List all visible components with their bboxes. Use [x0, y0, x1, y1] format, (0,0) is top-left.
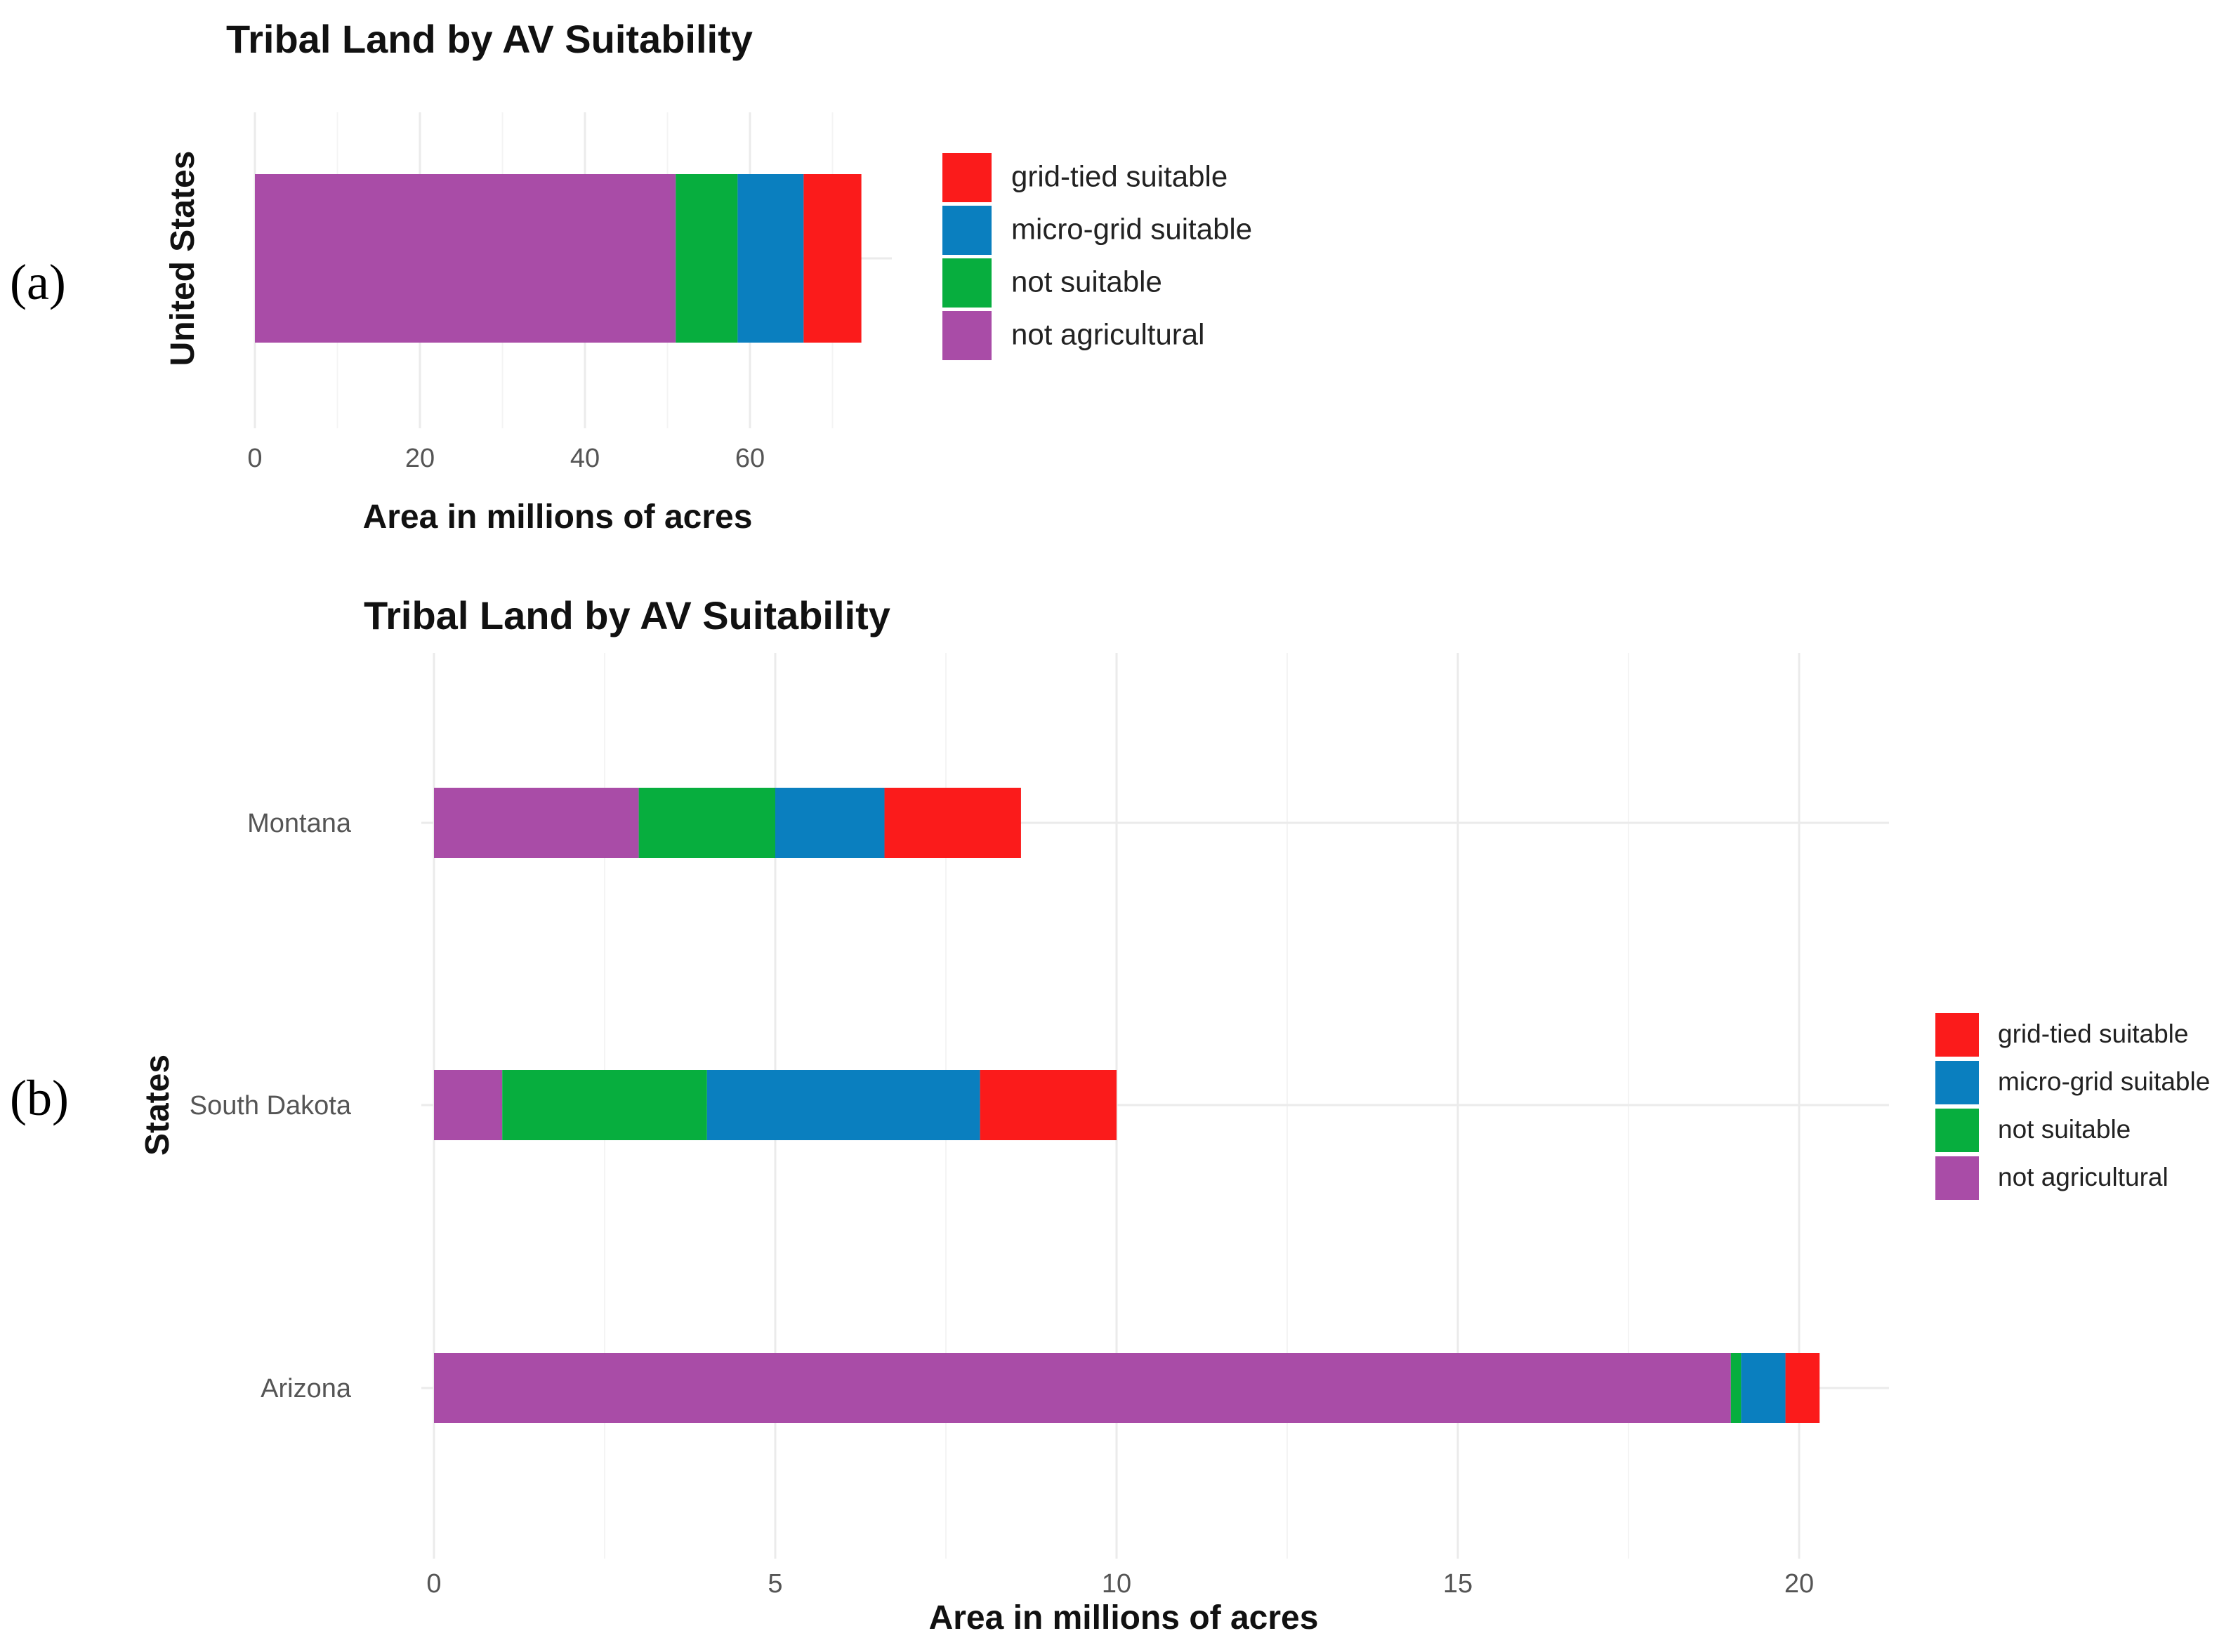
chart-a-bars: [255, 174, 862, 343]
chart-a-legend-swatch-not-agricultural: [942, 311, 992, 360]
chart-b: 0 5 10 15 20 Montana South Dakota Arizona Trib…: [139, 593, 2210, 1637]
chart-b-bar-south-dakota-grid-tied-suitable: [980, 1070, 1117, 1140]
chart-b-x-tick-label: 5: [768, 1569, 782, 1599]
chart-a-x-tick-label: 20: [405, 444, 435, 473]
chart-b-y-tick-label-south-dakota: South Dakota: [190, 1091, 352, 1121]
chart-b-y-tick-label-montana: Montana: [247, 809, 352, 838]
chart-a-legend-label-not-suitable: not suitable: [1011, 265, 1162, 298]
chart-b-bar-arizona-grid-tied-suitable: [1785, 1353, 1820, 1423]
chart-b-legend-swatch-not-agricultural: [1935, 1156, 1979, 1200]
chart-a-legend-swatch-not-suitable: [942, 258, 992, 308]
chart-b-bars: [434, 788, 1820, 1423]
chart-b-x-tick-label: 0: [426, 1569, 441, 1599]
chart-a-legend-swatch-micro-grid-suitable: [942, 206, 992, 255]
chart-b-bar-arizona-micro-grid-suitable: [1741, 1353, 1786, 1423]
chart-b-bar-south-dakota-micro-grid-suitable: [706, 1070, 980, 1140]
chart-a: 0 20 40 60 Tribal Land by AV Suitability Ar…: [164, 17, 1252, 536]
chart-b-y-axis-title: States: [139, 1055, 176, 1156]
chart-b-x-tick-label: 10: [1102, 1569, 1131, 1599]
chart-b-title: Tribal Land by AV Suitability: [364, 593, 890, 637]
chart-b-x-tick-label: 15: [1443, 1569, 1473, 1599]
chart-b-x-tick-label: 20: [1784, 1569, 1814, 1599]
chart-a-x-axis-title: Area in millions of acres: [363, 498, 753, 536]
chart-b-x-ticks: 0 5 10 15 20: [426, 1569, 1814, 1599]
chart-b-bar-montana-micro-grid-suitable: [775, 788, 885, 858]
chart-a-bar-united-states-not-suitable: [676, 174, 738, 343]
chart-a-x-ticks: 0 20 40 60: [247, 444, 765, 473]
chart-b-legend-label-micro-grid-suitable: micro-grid suitable: [1998, 1067, 2210, 1096]
chart-b-bar-south-dakota-not-suitable: [502, 1070, 707, 1140]
panel-label-a: (a): [10, 254, 66, 310]
chart-a-legend-label-not-agricultural: not agricultural: [1011, 318, 1204, 351]
chart-a-x-tick-label: 0: [247, 444, 262, 473]
chart-a-x-tick-label: 60: [735, 444, 765, 473]
panel-label-b: (b): [10, 1070, 69, 1126]
chart-b-legend-label-not-agricultural: not agricultural: [1998, 1163, 2169, 1191]
chart-b-bar-montana-grid-tied-suitable: [884, 788, 1021, 858]
chart-a-bar-united-states-grid-tied-suitable: [803, 174, 862, 343]
chart-a-bar-united-states-micro-grid-suitable: [737, 174, 804, 343]
chart-b-legend-label-grid-tied-suitable: grid-tied suitable: [1998, 1019, 2188, 1048]
chart-a-y-axis-title: United States: [164, 151, 202, 366]
chart-a-legend-label-grid-tied-suitable: grid-tied suitable: [1011, 160, 1228, 193]
chart-a-bar-united-states-not-agricultural: [255, 174, 676, 343]
chart-b-legend-swatch-micro-grid-suitable: [1935, 1061, 1979, 1104]
chart-a-x-tick-label: 40: [570, 444, 600, 473]
chart-a-legend-label-micro-grid-suitable: micro-grid suitable: [1011, 213, 1252, 246]
chart-b-x-axis-title: Area in millions of acres: [929, 1599, 1319, 1637]
chart-b-bar-arizona-not-suitable: [1730, 1353, 1742, 1423]
chart-a-legend: grid-tied suitable micro-grid suitable not…: [942, 153, 1252, 360]
chart-b-bar-arizona-not-agricultural: [434, 1353, 1731, 1423]
chart-b-legend-swatch-not-suitable: [1935, 1109, 1979, 1152]
chart-a-legend-swatch-grid-tied-suitable: [942, 153, 992, 202]
chart-b-legend-label-not-suitable: not suitable: [1998, 1115, 2131, 1144]
chart-b-bar-south-dakota-not-agricultural: [434, 1070, 503, 1140]
chart-b-bar-montana-not-agricultural: [434, 788, 639, 858]
chart-b-y-tick-label-arizona: Arizona: [261, 1374, 352, 1403]
chart-b-y-ticks: Montana South Dakota Arizona: [190, 809, 352, 1403]
chart-b-legend-swatch-grid-tied-suitable: [1935, 1013, 1979, 1057]
chart-b-bar-montana-not-suitable: [638, 788, 775, 858]
chart-b-legend: grid-tied suitable micro-grid suitable not…: [1935, 1013, 2210, 1200]
chart-a-title: Tribal Land by AV Suitability: [226, 17, 753, 61]
